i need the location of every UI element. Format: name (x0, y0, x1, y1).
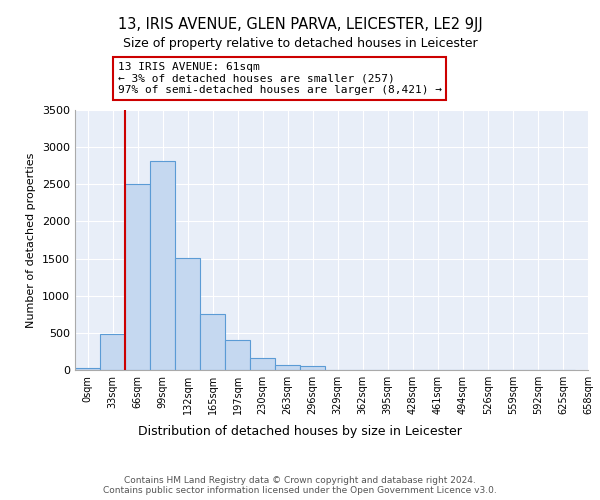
Bar (300, 366, 325, 370)
Text: Distribution of detached houses by size in Leicester: Distribution of detached houses by size … (138, 424, 462, 438)
Bar (175, 258, 200, 370)
Bar (250, 358, 275, 370)
Bar (100, 334, 125, 370)
Text: 13 IRIS AVENUE: 61sqm
← 3% of detached houses are smaller (257)
97% of semi-deta: 13 IRIS AVENUE: 61sqm ← 3% of detached h… (118, 62, 442, 95)
Bar (125, 184, 150, 370)
Text: 13, IRIS AVENUE, GLEN PARVA, LEICESTER, LE2 9JJ: 13, IRIS AVENUE, GLEN PARVA, LEICESTER, … (118, 18, 482, 32)
Bar (200, 314, 225, 370)
Bar (150, 160, 175, 370)
Text: Size of property relative to detached houses in Leicester: Size of property relative to detached ho… (122, 38, 478, 51)
Bar (75, 368, 100, 370)
Bar (275, 365, 300, 370)
Bar (225, 340, 250, 370)
Y-axis label: Number of detached properties: Number of detached properties (26, 152, 37, 328)
Text: Contains HM Land Registry data © Crown copyright and database right 2024.
Contai: Contains HM Land Registry data © Crown c… (103, 476, 497, 495)
